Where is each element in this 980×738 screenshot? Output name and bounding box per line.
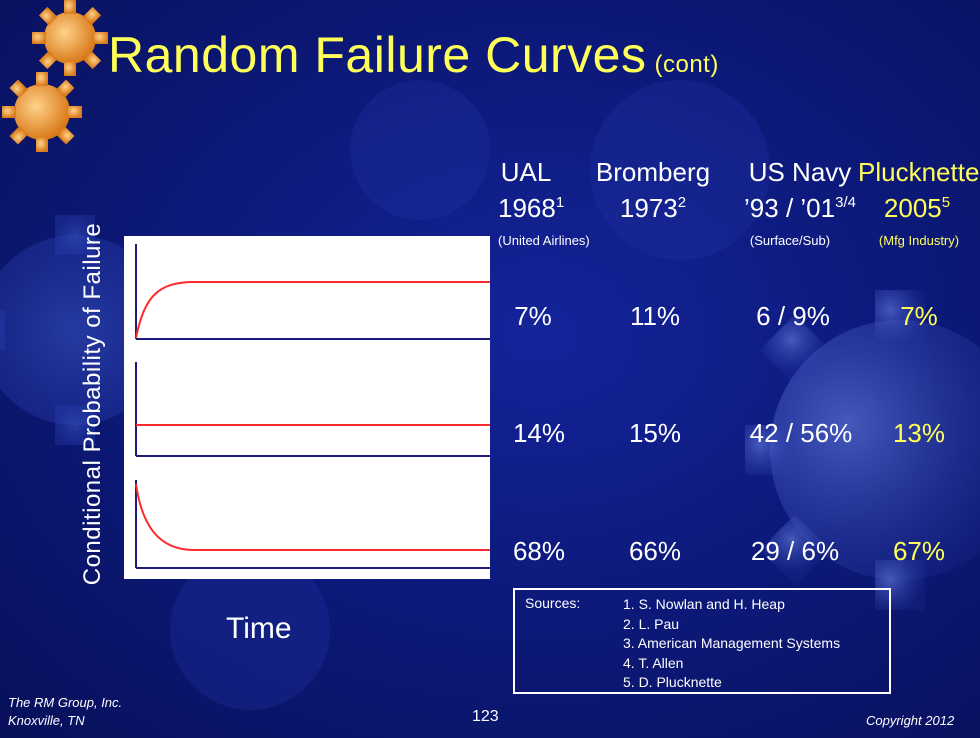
gear-icon (2, 72, 82, 152)
value-ual-row1: 7% (514, 301, 552, 331)
value-bromberg-row2: 15% (628, 418, 682, 448)
source-item: 1. S. Nowlan and H. Heap (623, 596, 785, 612)
value-ual-row2: 14% (512, 418, 566, 448)
footer-company: The RM Group, Inc. Knoxville, TN (8, 694, 122, 730)
sources-box: Sources: 1. S. Nowlan and H. Heap 2. L. … (513, 588, 891, 694)
failure-curves-chart (124, 236, 490, 579)
title-text: Random Failure Curves (108, 27, 647, 83)
gear-icon (745, 290, 980, 610)
column-note-plucknette: (Mfg Industry) (878, 233, 960, 248)
source-item: 2. L. Pau (623, 615, 680, 632)
value-plucknette-row2: 13% (892, 418, 946, 448)
gear-icon (170, 80, 770, 710)
panel-2-axes (135, 362, 490, 457)
company-location: Knoxville, TN (8, 713, 85, 728)
value-bromberg-row1: 11% (629, 301, 681, 331)
column-name: Plucknette (858, 157, 980, 187)
column-year: 20055 (883, 193, 951, 223)
gear-icon (32, 0, 108, 76)
column-header-us-navy: US Navy ’93 / ’013/4 (732, 154, 868, 226)
value-us-navy-row3: 29 / 6% (750, 536, 840, 566)
page-number: 123 (472, 708, 499, 725)
column-header-plucknette: Plucknette 20055 (858, 154, 980, 226)
panel-3-axes (135, 480, 490, 569)
column-header-ual: UAL 19681 (498, 154, 565, 226)
panel-3-curve (135, 483, 490, 551)
source-item: 5. D. Plucknette (623, 674, 722, 690)
value-us-navy-row2: 42 / 56% (749, 418, 853, 448)
sources-label: Sources: (525, 595, 581, 611)
column-header-bromberg: Bromberg 19732 (594, 154, 712, 226)
source-item: 4. T. Allen (623, 654, 684, 671)
value-us-navy-row1: 6 / 9% (756, 301, 830, 331)
column-name: UAL (500, 157, 552, 187)
sources-list: 1. S. Nowlan and H. Heap 2. L. Pau 3. Am… (623, 595, 840, 693)
column-note-us-navy: (Surface/Sub) (749, 233, 831, 248)
x-axis-label: Time (226, 612, 292, 645)
column-name: US Navy (748, 157, 852, 187)
column-name: Bromberg (595, 157, 711, 187)
value-ual-row3: 68% (512, 536, 566, 566)
column-year: 19732 (619, 193, 687, 223)
column-year: 19681 (498, 193, 565, 223)
value-plucknette-row1: 7% (900, 301, 938, 331)
failure-curves-svg (135, 244, 490, 569)
value-bromberg-row3: 66% (628, 536, 682, 566)
title-suffix: (cont) (654, 51, 719, 78)
value-plucknette-row3: 67% (892, 536, 946, 566)
source-item: 3. American Management Systems (623, 635, 841, 651)
company-name: The RM Group, Inc. (8, 695, 123, 710)
column-note-ual: (United Airlines) (498, 233, 590, 248)
column-year: ’93 / ’013/4 (744, 193, 856, 223)
corner-gears (2, 0, 108, 152)
panel-1-axes (135, 244, 490, 340)
slide-title: Random Failure Curves (cont) (108, 26, 719, 84)
copyright: Copyright 2012 (866, 713, 955, 728)
panel-1-curve (135, 281, 490, 339)
